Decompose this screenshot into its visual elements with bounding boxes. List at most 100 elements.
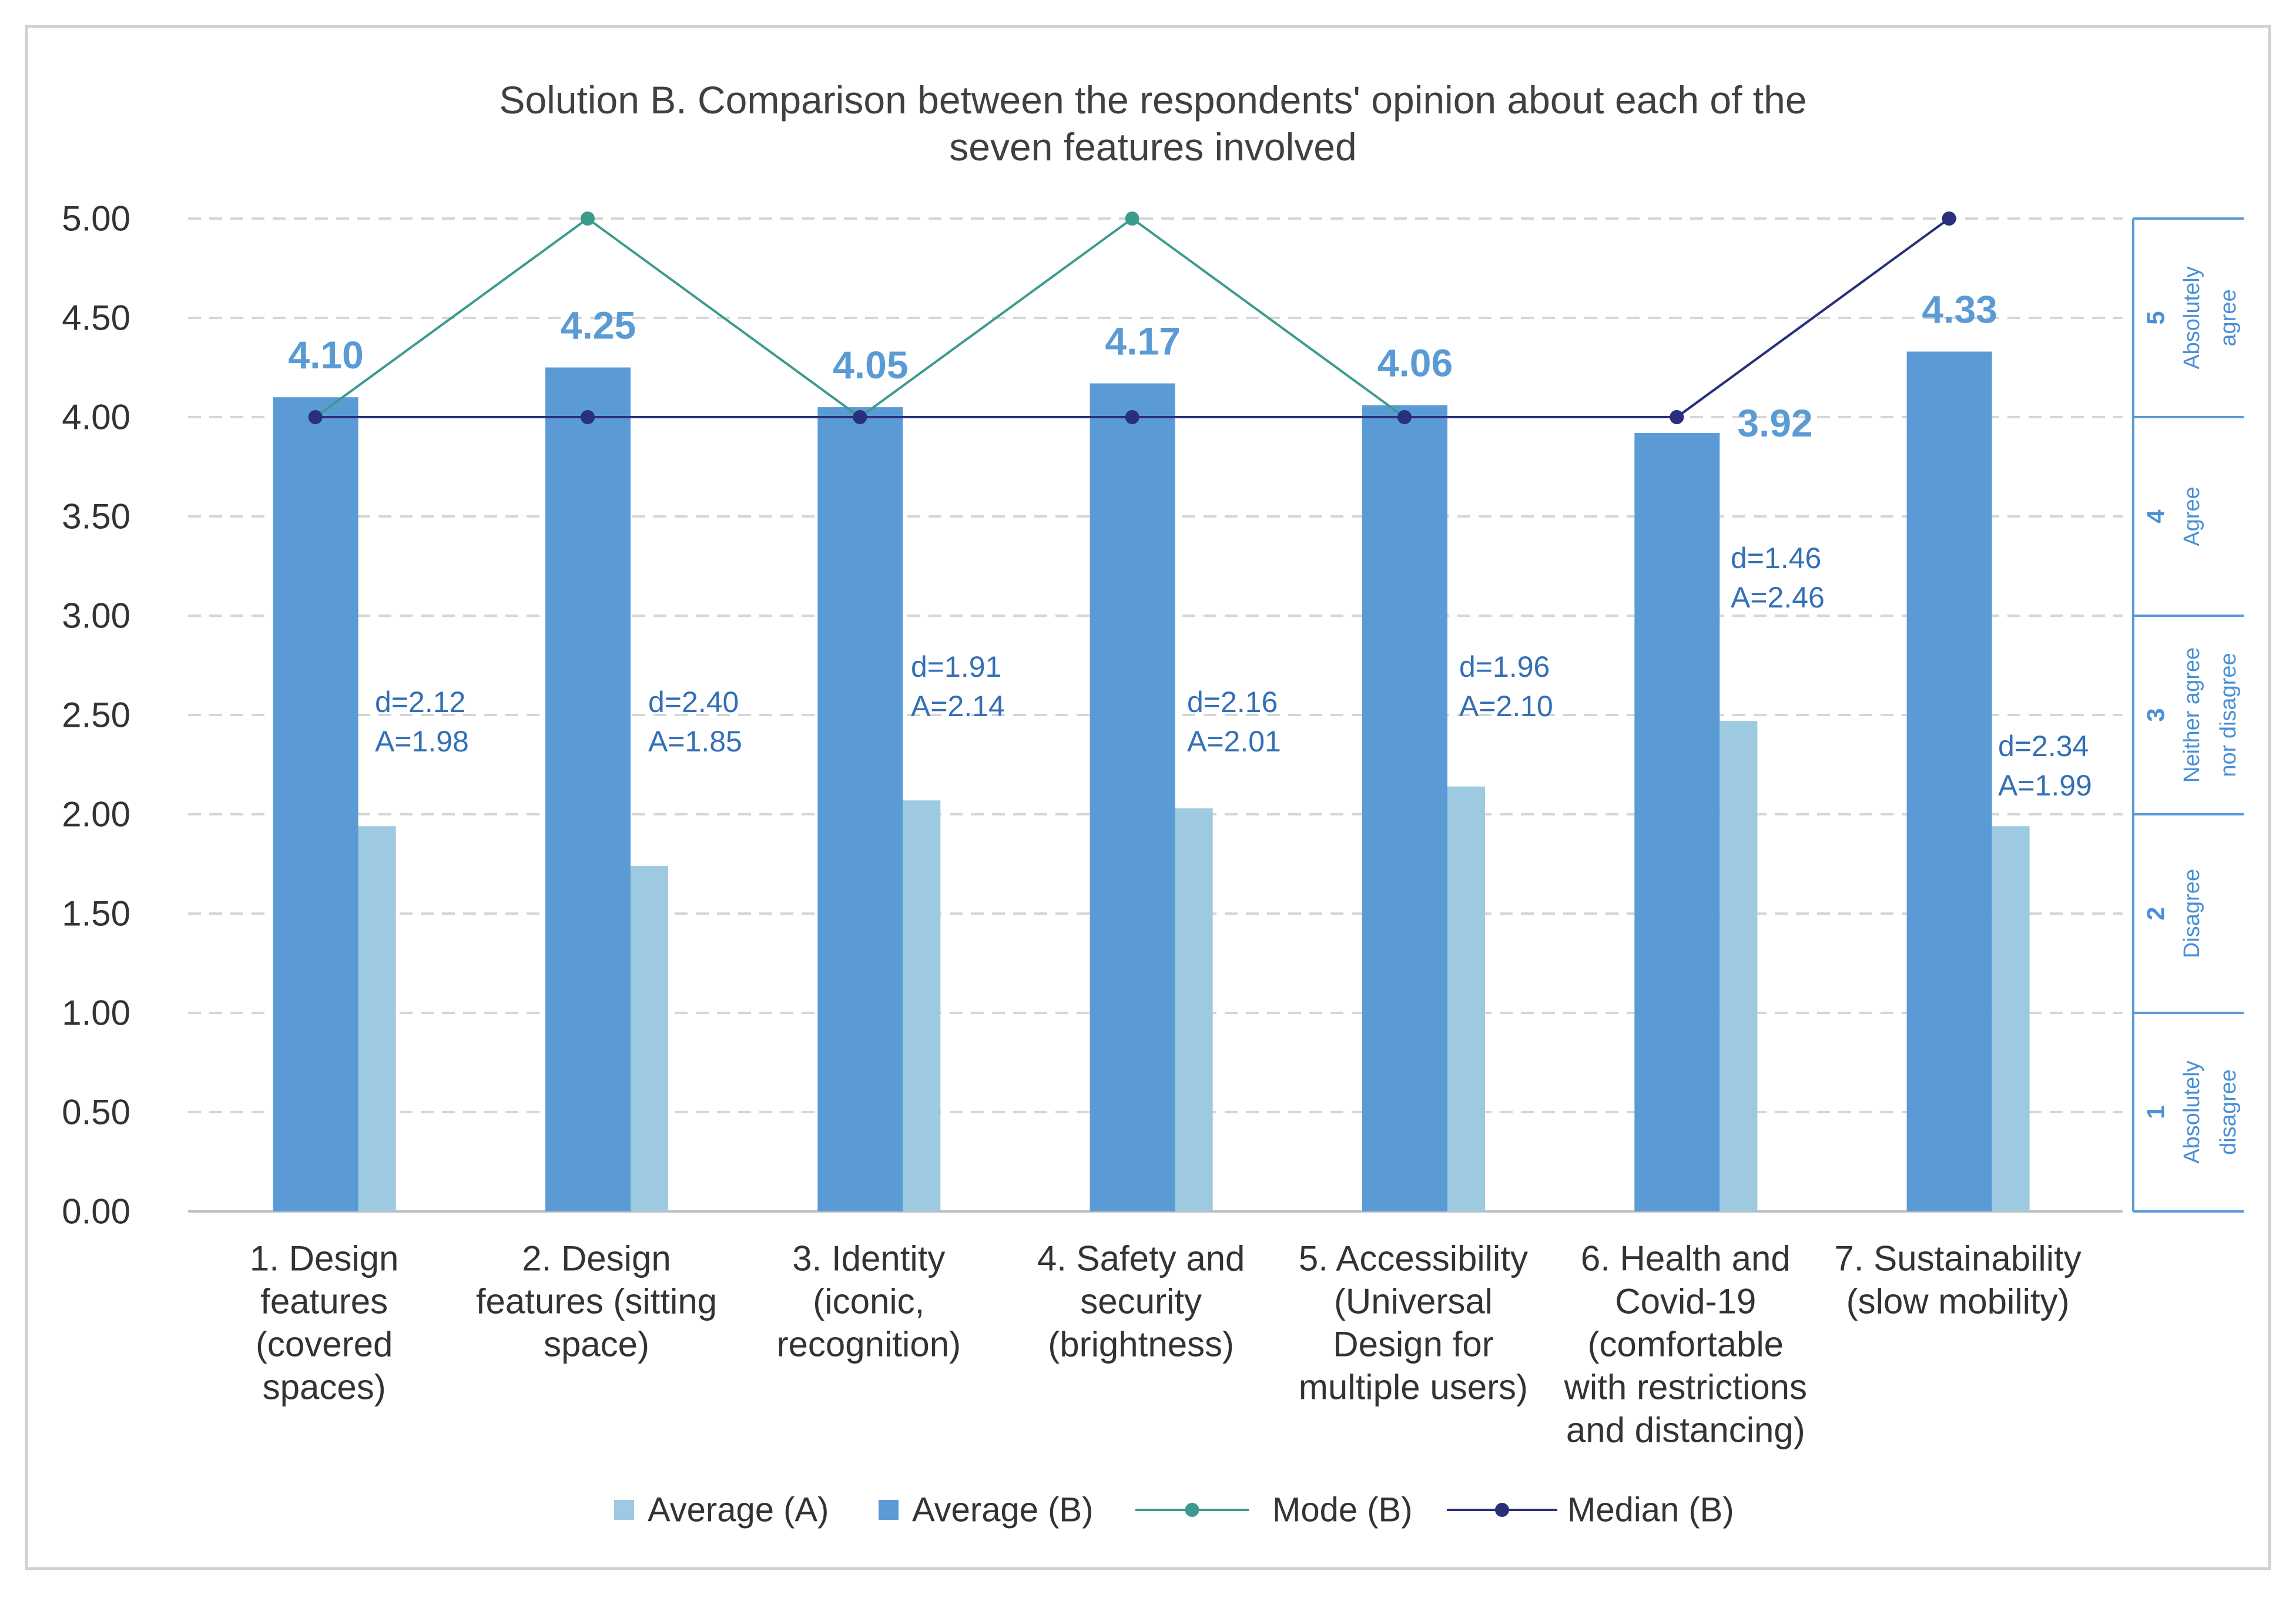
annotations: d=2.12 A=1.98 d=2.40 A=1.85 d=1.91 A=2.14 d=2.… (375, 542, 2092, 802)
x-tick-label: (slow mobility) (1846, 1282, 2070, 1321)
x-tick-label: (covered (256, 1325, 393, 1364)
bar-average-b (1906, 351, 1992, 1212)
annotation-a-value: A=1.85 (648, 725, 742, 758)
legend-swatch-average-a (614, 1500, 634, 1520)
x-tick-label: Covid-19 (1615, 1282, 1756, 1321)
legend-swatch-average-b (879, 1500, 899, 1520)
marker-median-b (853, 410, 867, 424)
y-axis-labels: 0.00 0.50 1.00 1.50 2.00 2.50 3.00 3.50 4.00 4.50… (62, 199, 130, 1231)
series-lines (308, 212, 1956, 424)
scale-label: nor disagree (2216, 653, 2241, 777)
annotation-a-value: A=1.98 (375, 725, 469, 758)
data-label-average-b: 4.06 (1377, 341, 1453, 385)
data-label-average-b: 4.17 (1105, 320, 1180, 363)
scale-score: 4 (2142, 509, 2170, 523)
bar-average-a (358, 826, 396, 1211)
marker-median-b (1670, 410, 1684, 424)
bar-average-a (1992, 826, 2030, 1211)
x-tick-label: security (1080, 1282, 1202, 1321)
annotation-d-value: d=2.40 (648, 686, 739, 719)
x-tick-label: (Universal (1334, 1282, 1493, 1321)
marker-median-b (1942, 212, 1956, 226)
annotation-a-value: A=2.46 (1731, 581, 1825, 614)
x-tick-label: 6. Health and (1581, 1239, 1791, 1278)
annotation-a-value: A=2.14 (911, 690, 1005, 723)
chart-title: Solution B. Comparison between the respo… (499, 78, 1806, 169)
legend-label-median-b: Median (B) (1567, 1491, 1734, 1529)
scale-score: 5 (2142, 311, 2170, 324)
y-tick-label: 3.50 (62, 497, 130, 536)
data-labels: 4.10 4.25 4.05 4.17 4.06 3.92 4.33 (288, 287, 1997, 445)
legend-marker-mode-b (1185, 1503, 1199, 1517)
scale-score: 1 (2142, 1105, 2170, 1119)
data-label-average-b: 4.05 (833, 343, 908, 387)
bar-average-b (817, 407, 903, 1211)
annotation-d-value: d=2.12 (375, 686, 465, 719)
x-tick-label: 5. Accessibility (1299, 1239, 1528, 1278)
x-axis-labels: 1. Design features (covered spaces) 2. Desig… (250, 1239, 2082, 1450)
x-tick-label: space) (544, 1325, 649, 1364)
marker-median-b (308, 410, 323, 424)
y-tick-label: 0.00 (62, 1192, 130, 1231)
scale-label: agree (2216, 289, 2241, 346)
y-tick-label: 3.00 (62, 596, 130, 636)
annotation-d-value: d=1.91 (911, 650, 1001, 683)
bar-average-a (630, 865, 668, 1211)
scale-score: 2 (2142, 907, 2170, 920)
scale-label: disagree (2216, 1069, 2241, 1155)
data-label-average-b: 3.92 (1737, 401, 1812, 445)
scale-label: Disagree (2180, 869, 2204, 958)
x-tick-label: 2. Design (522, 1239, 671, 1278)
legend-marker-median-b (1495, 1503, 1509, 1517)
y-tick-label: 1.50 (62, 894, 130, 934)
legend-item-average-a: Average (A) (614, 1491, 829, 1529)
bar-average-a (903, 800, 941, 1211)
marker-mode-b (580, 212, 595, 226)
annotation-d-value: d=1.46 (1731, 542, 1821, 575)
marker-median-b (580, 410, 595, 424)
x-tick-label: multiple users) (1299, 1368, 1528, 1407)
annotation-d-value: d=2.16 (1187, 686, 1278, 719)
scale-label: Neither agree (2180, 647, 2204, 783)
annotation-a-value: A=2.10 (1459, 690, 1553, 723)
x-tick-label: (brightness) (1048, 1325, 1234, 1364)
bars (273, 351, 2030, 1212)
annotation-a-value: A=2.01 (1187, 725, 1281, 758)
annotation-a-value: A=1.99 (1998, 769, 2092, 802)
data-label-average-b: 4.33 (1922, 287, 1997, 331)
x-tick-label: with restrictions (1564, 1368, 1807, 1407)
bar-average-a (1720, 721, 1758, 1211)
bar-average-b (1090, 383, 1175, 1211)
data-label-average-b: 4.10 (288, 333, 363, 377)
x-tick-label: features (260, 1282, 388, 1321)
x-tick-label: 4. Safety and (1037, 1239, 1245, 1278)
annotation-d-value: d=2.34 (1998, 730, 2089, 763)
scale-label: Agree (2180, 486, 2204, 546)
x-tick-label: 7. Sustainability (1835, 1239, 2082, 1278)
legend-label-mode-b: Mode (B) (1272, 1491, 1413, 1529)
legend-item-mode-b: Mode (B) (1135, 1491, 1413, 1529)
gridlines (188, 217, 2123, 1213)
x-tick-label: spaces) (263, 1368, 386, 1407)
chart-title-line: Solution B. Comparison between the respo… (499, 78, 1806, 122)
bar-average-b (1634, 433, 1720, 1211)
legend-label-average-a: Average (A) (648, 1491, 829, 1529)
legend: Average (A) Average (B) Mode (B) Median (B) (614, 1491, 1734, 1529)
legend-item-median-b: Median (B) (1447, 1491, 1734, 1529)
marker-median-b (1397, 410, 1412, 424)
x-tick-label: (comfortable (1588, 1325, 1784, 1364)
y-tick-label: 5.00 (62, 199, 130, 239)
y-tick-label: 4.00 (62, 398, 130, 437)
chart-title-line: seven features involved (949, 125, 1356, 169)
y-tick-label: 2.00 (62, 795, 130, 834)
x-tick-label: 1. Design (250, 1239, 398, 1278)
data-label-average-b: 4.25 (561, 304, 636, 347)
legend-label-average-b: Average (B) (912, 1491, 1093, 1529)
x-tick-label: features (sitting (476, 1282, 717, 1321)
y-tick-label: 1.00 (62, 993, 130, 1033)
y-tick-label: 4.50 (62, 298, 130, 338)
x-tick-label: Design for (1333, 1325, 1493, 1364)
bar-average-b (1362, 405, 1447, 1211)
bar-average-b (545, 367, 631, 1211)
